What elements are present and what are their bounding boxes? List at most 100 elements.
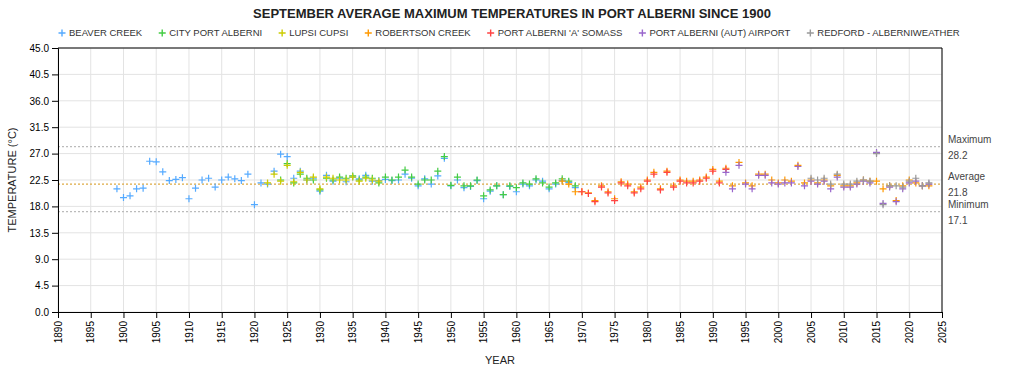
y-axis-title: TEMPERATURE (°C) [6, 127, 18, 232]
point [866, 178, 873, 185]
x-tick: 1980 [642, 312, 653, 343]
x-tick-mark [353, 312, 354, 318]
x-tick-label: 2010 [838, 321, 849, 344]
x-tick: 1895 [85, 312, 96, 343]
x-tick: 1985 [675, 312, 686, 343]
legend-item: REDFORD - ALBERNIWEATHER [807, 27, 960, 38]
point [808, 175, 815, 182]
y-tick-mark [52, 312, 58, 313]
point [906, 178, 913, 185]
y-tick-label: 31.5 [30, 122, 50, 133]
point [212, 184, 219, 191]
x-tick-label: 1935 [347, 321, 358, 344]
point [670, 184, 677, 191]
point [251, 201, 258, 208]
legend-item: CITY PORT ALBERNI [159, 27, 262, 38]
point [762, 172, 769, 179]
point [513, 184, 520, 191]
point [821, 175, 828, 182]
y-axis-line [52, 49, 59, 313]
x-tick-mark [418, 312, 419, 318]
point [238, 177, 245, 184]
chart-svg: SEPTEMBER AVERAGE MAXIMUM TEMPERATURES I… [0, 0, 1024, 370]
point [303, 177, 310, 184]
point [336, 177, 343, 184]
point [716, 179, 723, 186]
point [506, 182, 513, 189]
point [919, 182, 926, 189]
y-tick-label: 22.5 [30, 175, 50, 186]
y-tick-label: 45.0 [30, 43, 50, 54]
point [330, 175, 337, 182]
legend-marker [639, 30, 646, 37]
x-tick-label: 1950 [446, 321, 457, 344]
reference-line [58, 184, 942, 185]
point [546, 184, 553, 191]
point [369, 177, 376, 184]
point [303, 177, 310, 184]
x-tick: 1935 [347, 312, 358, 343]
y-tick-label: 4.5 [35, 280, 49, 291]
grid [58, 48, 942, 312]
point [323, 174, 330, 181]
y-tick: 31.5 [30, 122, 58, 133]
point [402, 167, 409, 174]
point [271, 171, 278, 178]
grid-line-y [58, 48, 942, 49]
point [434, 168, 441, 175]
x-tick-mark [746, 312, 747, 318]
series [808, 150, 933, 208]
legend-label: REDFORD - ALBERNIWEATHER [817, 27, 959, 38]
legend-marker [59, 30, 66, 37]
point [873, 178, 880, 185]
point [199, 177, 206, 184]
reference-value: 28.2 [948, 150, 968, 161]
y-tick-label: 9.0 [35, 254, 49, 265]
point [696, 178, 703, 185]
x-tick-label: 1990 [708, 321, 719, 344]
point [618, 179, 625, 186]
point [880, 185, 887, 192]
point [113, 185, 120, 192]
point [637, 185, 644, 192]
grid-line-y [58, 100, 942, 101]
point [781, 179, 788, 186]
point [375, 178, 382, 185]
y-tick: 27.0 [30, 148, 58, 159]
legend-item: LUPSI CUPSI [279, 27, 349, 38]
x-tick-label: 2025 [937, 321, 948, 344]
point [729, 185, 736, 192]
y-tick: 13.5 [30, 228, 58, 239]
point [925, 179, 932, 186]
point [421, 177, 428, 184]
y-tick: 4.5 [35, 280, 58, 291]
point [205, 175, 212, 182]
x-tick: 1940 [380, 312, 391, 343]
y-tick-mark [52, 206, 58, 207]
point [572, 188, 579, 195]
y-tick-mark [52, 154, 58, 155]
x-tick-mark [189, 312, 190, 318]
point [264, 179, 271, 186]
point [277, 178, 284, 185]
point [657, 186, 664, 193]
point [349, 174, 356, 181]
point [408, 174, 415, 181]
x-tick-mark [156, 312, 157, 318]
point [860, 177, 867, 184]
x-tick: 1950 [446, 312, 457, 343]
x-tick-label: 1955 [478, 321, 489, 344]
point [775, 181, 782, 188]
x-tick-mark [516, 312, 517, 318]
y-tick-label: 0.0 [35, 307, 49, 318]
legend-label: BEAVER CREEK [69, 27, 143, 38]
point [284, 162, 291, 169]
y-axis: 0.04.59.013.518.022.527.031.536.040.545.… [30, 43, 59, 318]
legend-marker [279, 30, 286, 37]
point [519, 179, 526, 186]
point [500, 191, 507, 198]
point [605, 189, 612, 196]
legend: BEAVER CREEK CITY PORT ALBERNI LUPSI CUPSI… [59, 27, 960, 38]
series [559, 159, 933, 204]
point [559, 177, 566, 184]
